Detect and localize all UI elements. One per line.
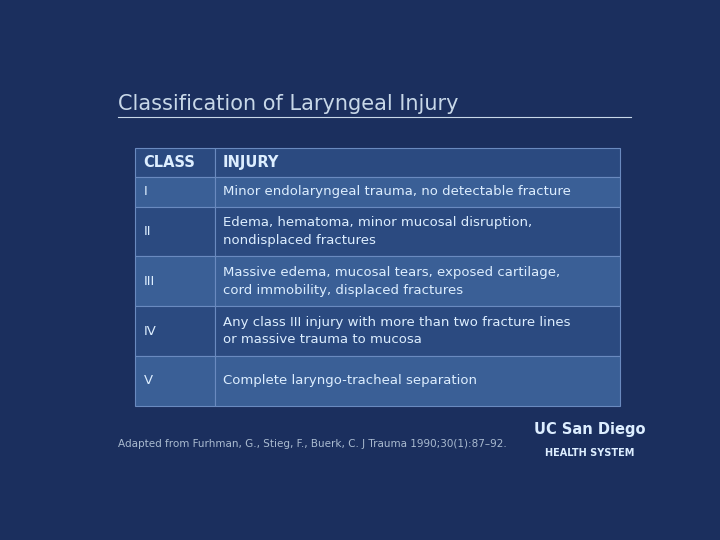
Bar [215, 206, 620, 256]
Bar [215, 256, 620, 306]
Bar [135, 256, 215, 306]
Bar [215, 148, 620, 177]
Text: Massive edema, mucosal tears, exposed cartilage,
cord immobility, displaced frac: Massive edema, mucosal tears, exposed ca… [223, 266, 560, 296]
Bar [215, 306, 620, 356]
Text: UC San Diego: UC San Diego [534, 422, 645, 437]
Text: III: III [143, 275, 155, 288]
Text: INJURY: INJURY [223, 155, 279, 170]
Text: Classification of Laryngeal Injury: Classification of Laryngeal Injury [118, 94, 459, 114]
Bar [135, 177, 215, 206]
Text: Complete laryngo-tracheal separation: Complete laryngo-tracheal separation [223, 374, 477, 387]
Text: V: V [143, 374, 153, 387]
Bar [135, 148, 215, 177]
Bar [135, 206, 215, 256]
Text: Adapted from Furhman, G., Stieg, F., Buerk, C. J Trauma 1990;30(1):87–92.: Adapted from Furhman, G., Stieg, F., Bue… [118, 440, 507, 449]
Text: Minor endolaryngeal trauma, no detectable fracture: Minor endolaryngeal trauma, no detectabl… [223, 185, 571, 198]
Bar [135, 306, 215, 356]
Text: Any class III injury with more than two fracture lines
or massive trauma to muco: Any class III injury with more than two … [223, 316, 571, 346]
Bar [135, 356, 215, 406]
Text: II: II [143, 225, 151, 238]
Bar [215, 356, 620, 406]
Text: I: I [143, 185, 148, 198]
Text: Edema, hematoma, minor mucosal disruption,
nondisplaced fractures: Edema, hematoma, minor mucosal disruptio… [223, 216, 532, 247]
Text: CLASS: CLASS [143, 155, 195, 170]
Text: IV: IV [143, 325, 156, 338]
Bar [215, 177, 620, 206]
Text: HEALTH SYSTEM: HEALTH SYSTEM [545, 448, 634, 458]
